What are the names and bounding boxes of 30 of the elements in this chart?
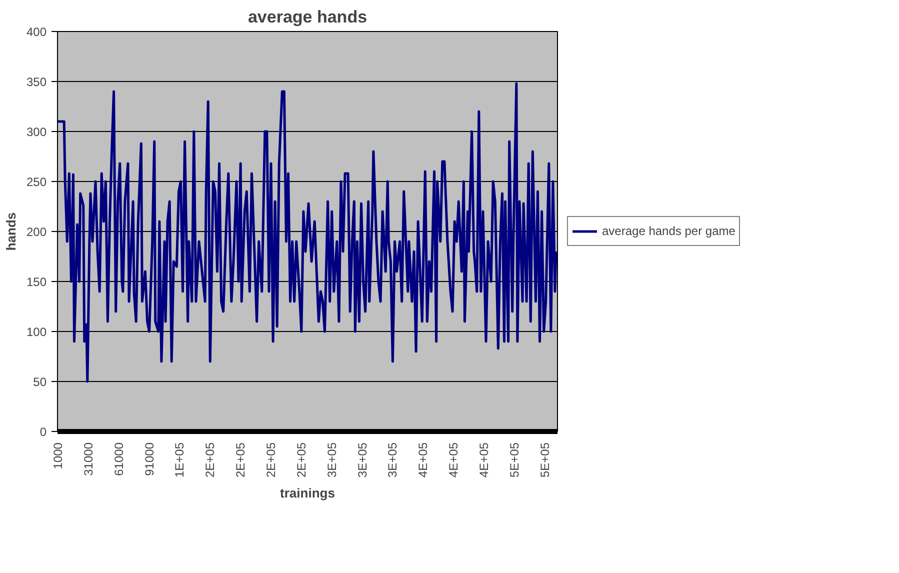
- y-tick-label: 50: [33, 375, 47, 389]
- x-tick-label: 1000: [51, 442, 66, 470]
- x-tick-label: 4E+05: [416, 442, 430, 478]
- x-tick-label: 31000: [81, 442, 96, 476]
- x-tick-label: 5E+05: [538, 442, 552, 478]
- x-tick-label: 2E+05: [294, 442, 308, 478]
- x-tick-label: 91000: [142, 442, 156, 476]
- x-tick-label: 1E+05: [172, 442, 187, 478]
- x-tick-label: 3E+05: [355, 442, 370, 478]
- y-tick-label: 300: [26, 125, 47, 139]
- y-tick-label: 200: [26, 225, 47, 239]
- legend-label: average hands per game: [602, 224, 736, 238]
- y-tick-label: 250: [26, 175, 47, 189]
- y-tick-label: 400: [26, 25, 47, 39]
- x-tick-label: 4E+05: [476, 442, 491, 478]
- chart-title: average hands: [248, 8, 368, 26]
- y-tick-label: 150: [26, 275, 47, 289]
- x-tick-label: 3E+05: [324, 442, 339, 478]
- x-tick-label: 2E+05: [234, 442, 248, 478]
- x-tick-label: 2E+05: [264, 442, 278, 478]
- y-tick-label: 100: [26, 325, 47, 339]
- x-tick-label: 61000: [112, 442, 126, 476]
- x-tick-label: 5E+05: [507, 442, 522, 478]
- y-tick-label: 0: [40, 425, 47, 439]
- x-tick-label: 4E+05: [446, 442, 461, 478]
- y-axis-title: hands: [3, 212, 18, 251]
- x-tick-label: 3E+05: [386, 442, 400, 478]
- x-tick-label: 2E+05: [203, 442, 218, 478]
- x-axis-title: trainings: [280, 486, 335, 501]
- y-tick-label: 350: [26, 75, 47, 89]
